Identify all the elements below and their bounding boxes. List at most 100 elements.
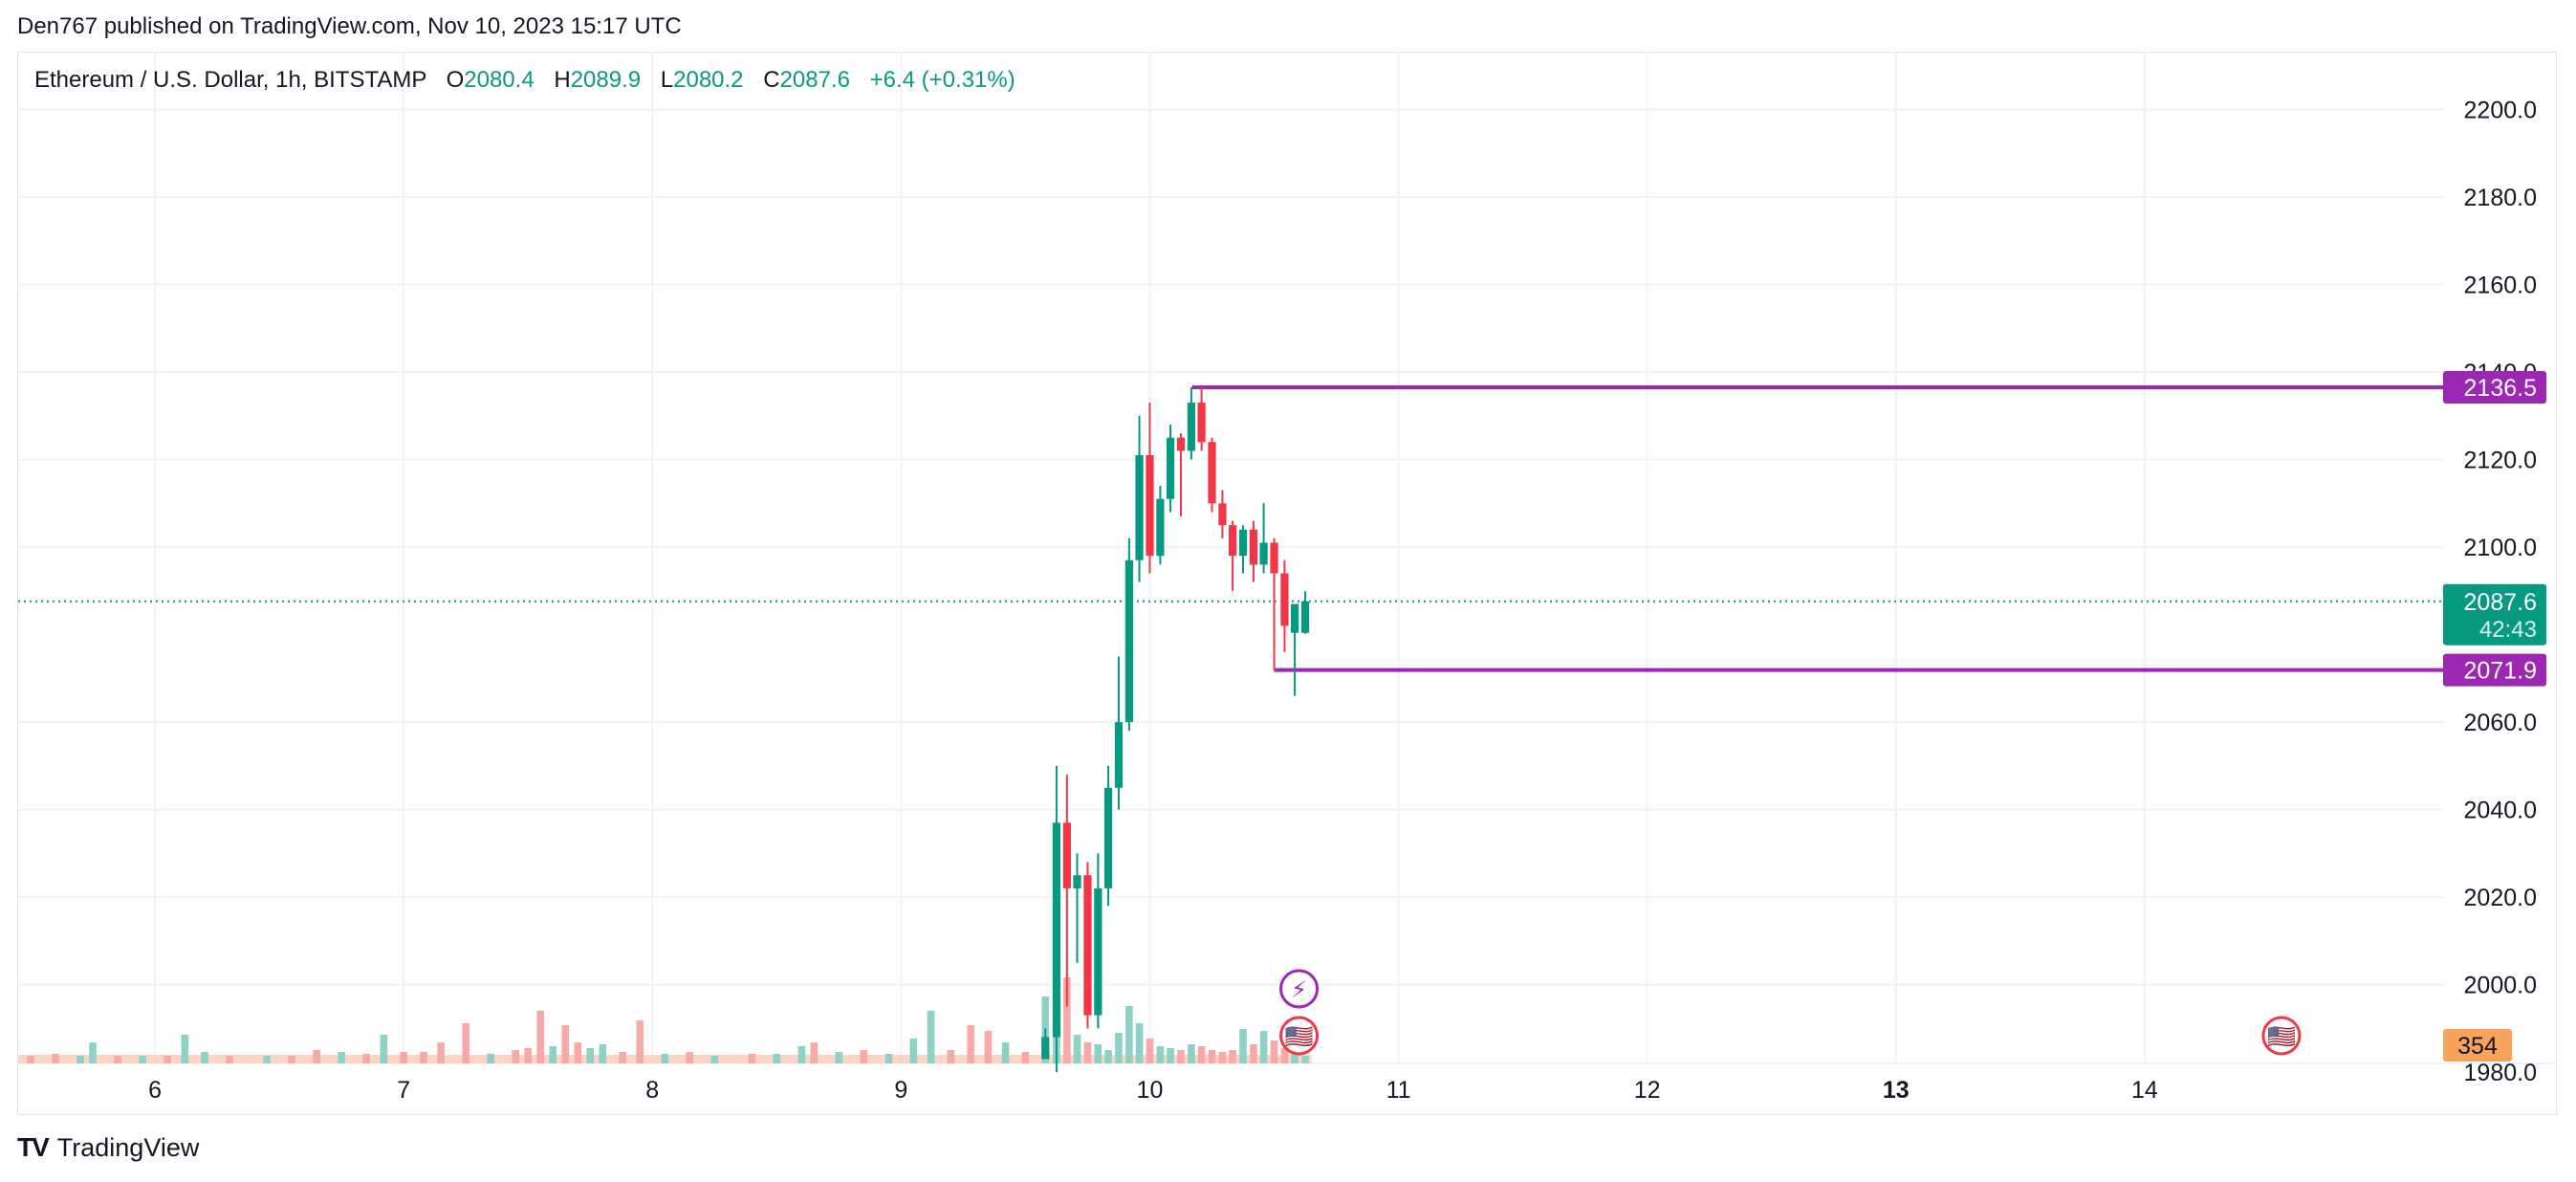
candles — [1041, 387, 1310, 1073]
candle-body — [1300, 601, 1310, 633]
level-lines — [18, 385, 2443, 672]
open-value: 2080.4 — [464, 67, 535, 93]
chart-frame — [17, 52, 2557, 1115]
support-price-label: 2071.9 — [2464, 658, 2537, 685]
volume-bar — [810, 1042, 819, 1063]
volume-bar — [619, 1052, 626, 1063]
x-tick-label: 7 — [397, 1077, 410, 1104]
volume-bar — [1156, 1046, 1165, 1063]
volume-bar — [400, 1052, 407, 1063]
volume-bar — [1301, 1056, 1309, 1063]
volume-bar — [1188, 1044, 1195, 1063]
volume-bar — [884, 1054, 893, 1063]
volume-bar — [536, 1011, 545, 1063]
volume-bar — [1177, 1050, 1185, 1063]
volume-bar — [338, 1052, 345, 1063]
volume-bar — [1250, 1044, 1257, 1063]
volume-bar — [76, 1056, 84, 1063]
x-tick-label: 13 — [1883, 1077, 1910, 1104]
volume-bar — [748, 1054, 756, 1063]
current-price-label: 2087.6 — [2464, 589, 2537, 616]
candle-body — [1156, 498, 1165, 557]
candle-body — [1280, 573, 1289, 626]
volume-bar — [909, 1039, 918, 1063]
volume-bar — [512, 1050, 519, 1063]
low-value: 2080.2 — [673, 67, 744, 93]
volume-bar — [437, 1042, 445, 1063]
volume-bar — [313, 1050, 320, 1063]
close-label: C — [763, 67, 780, 93]
volume-bar — [226, 1056, 233, 1063]
symbol-title[interactable]: Ethereum / U.S. Dollar, 1h, BITSTAMP — [34, 67, 426, 93]
current-price-label-bg — [2443, 583, 2546, 646]
volume-bar — [574, 1042, 582, 1063]
high-label: H — [554, 67, 571, 93]
x-tick-label: 12 — [1634, 1077, 1661, 1104]
volume-bar — [462, 1023, 469, 1063]
close-value: 2087.6 — [779, 67, 850, 93]
volume-bar — [1280, 1048, 1289, 1063]
y-tick-label: 2200.0 — [2464, 97, 2537, 123]
volume-bar — [835, 1052, 843, 1063]
x-tick-label: 11 — [1386, 1077, 1411, 1104]
time-axis[interactable]: 6 7 8 9 10 11 12 13 14 — [148, 1077, 2158, 1104]
volume-bar — [1218, 1052, 1227, 1063]
volume-bar — [1073, 1035, 1081, 1063]
candle-body — [1135, 454, 1144, 560]
volume-bar — [586, 1048, 595, 1063]
volume-bar — [860, 1050, 868, 1063]
volume-bar — [114, 1056, 121, 1063]
candle-body — [1208, 442, 1216, 504]
volume-bar — [1146, 1039, 1154, 1063]
volume-bar — [524, 1048, 533, 1063]
us-flag-event-icon-future — [2261, 1016, 2302, 1056]
volume-bar — [1001, 1042, 1010, 1063]
tradingview-logo-icon: TV — [17, 1132, 50, 1162]
price-labels: 2136.5 2071.9 2087.642:43 354 — [2443, 371, 2546, 1062]
candle-body — [1259, 542, 1268, 565]
volume-bars — [18, 977, 1312, 1063]
volume-bar — [27, 1056, 34, 1063]
volume-bar — [288, 1056, 295, 1063]
volume-bar — [686, 1052, 694, 1063]
high-value: 2089.9 — [570, 67, 642, 93]
countdown-label: 42:43 — [2479, 617, 2537, 643]
footer-branding[interactable]: TV TradingView — [17, 1132, 199, 1163]
volume-bar — [1083, 1042, 1092, 1063]
volume-bar — [420, 1052, 427, 1063]
x-tick-label: 8 — [645, 1077, 659, 1104]
volume-bar — [1115, 1033, 1123, 1063]
candle-body — [1187, 403, 1196, 451]
volume-value-label: 354 — [2457, 1033, 2498, 1060]
y-tick-label: 1980.0 — [2464, 1060, 2537, 1086]
y-tick-label: 2000.0 — [2464, 973, 2537, 999]
volume-value-label-bg — [2443, 1029, 2512, 1062]
candle-body — [1270, 542, 1278, 574]
volume-bar — [561, 1025, 570, 1063]
us-flag-event-icon — [1279, 1016, 1320, 1056]
y-tick-label: 2060.0 — [2464, 710, 2537, 736]
support-price-label-bg — [2443, 653, 2546, 687]
x-tick-label: 10 — [1137, 1077, 1164, 1104]
lightning-event-icon-glyph: ⚡ — [1291, 977, 1307, 1003]
volume-bar — [1270, 1040, 1278, 1063]
volume-bar — [1135, 1023, 1144, 1063]
candle-body — [1083, 875, 1092, 1016]
candle-body — [1073, 875, 1081, 888]
volume-bar — [164, 1056, 171, 1063]
open-label: O — [446, 67, 465, 93]
volume-bar — [263, 1056, 271, 1063]
volume-bar — [984, 1031, 993, 1063]
volume-bar — [1167, 1048, 1174, 1063]
volume-bar — [1197, 1046, 1206, 1063]
y-tick-label: 2120.0 — [2464, 448, 2537, 474]
grid-lines — [18, 53, 2557, 1064]
candle-body — [1041, 1037, 1050, 1060]
volume-bar — [487, 1054, 494, 1063]
lightning-event-icon — [1279, 969, 1320, 1009]
volume-bar — [1094, 1044, 1102, 1063]
candle-body — [1124, 559, 1133, 723]
volume-bar — [967, 1025, 974, 1063]
resistance-price-label-bg — [2443, 371, 2546, 405]
